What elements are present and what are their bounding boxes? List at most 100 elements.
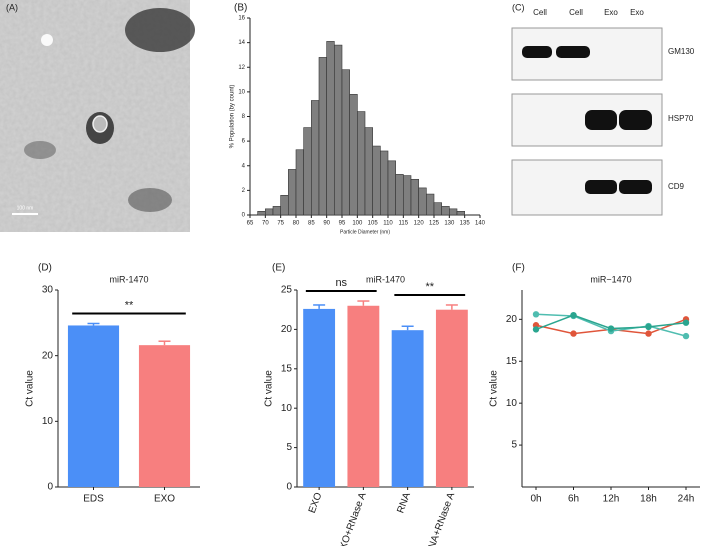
- chart-title: miR−1470: [590, 274, 631, 284]
- bar: [387, 160, 396, 216]
- bar: [418, 187, 427, 216]
- bar: [395, 174, 404, 216]
- y-tick-label: 20: [506, 314, 518, 325]
- point: [607, 325, 615, 332]
- y-tick-label: 0: [242, 213, 246, 219]
- y-tick-label: 10: [281, 403, 293, 414]
- x-tick-label: 110: [383, 221, 393, 227]
- chart-title: miR-1470: [366, 274, 405, 284]
- bar: [288, 169, 297, 216]
- bar: [433, 202, 442, 216]
- bar: [364, 127, 373, 216]
- y-tick-label: 0: [286, 482, 292, 493]
- x-tick-label: 12h: [603, 494, 620, 505]
- point: [570, 311, 577, 319]
- bar: [138, 345, 191, 487]
- y-axis-label: Ct value: [264, 370, 275, 407]
- bar: [456, 211, 465, 216]
- x-tick-label: EDS: [83, 494, 104, 505]
- y-tick-label: 10: [506, 398, 518, 409]
- bar: [435, 309, 468, 487]
- x-tick-label: 18h: [640, 494, 657, 505]
- blot: [511, 159, 663, 216]
- bar: [280, 195, 289, 216]
- bar: [311, 100, 320, 216]
- panel-label: (A): [6, 2, 18, 12]
- significance-label: **: [125, 299, 134, 311]
- x-tick-label: 95: [339, 221, 346, 227]
- y-tick-label: 0: [47, 482, 53, 493]
- bar: [272, 206, 281, 216]
- y-tick-label: 4: [242, 163, 246, 169]
- y-tick-label: 15: [281, 363, 293, 374]
- y-tick-label: 6: [242, 139, 246, 145]
- y-axis-label: Ct value: [489, 370, 500, 407]
- x-tick-label: 85: [308, 221, 315, 227]
- x-tick-label: RNA: [395, 491, 413, 515]
- y-tick-label: 10: [42, 416, 54, 427]
- bar: [265, 208, 274, 216]
- panel-label: (C): [512, 2, 525, 12]
- x-tick-label: 90: [323, 221, 330, 227]
- y-tick-label: 20: [42, 350, 54, 361]
- lane-label: Exo: [604, 8, 618, 17]
- y-tick-label: 12: [238, 65, 245, 71]
- lane-label: Cell: [533, 8, 547, 17]
- bar: [357, 111, 366, 216]
- x-tick-label: RNA+RNase A: [424, 491, 457, 546]
- bar: [67, 325, 120, 487]
- chart-title: miR-1470: [109, 274, 148, 284]
- x-tick-label: 105: [368, 221, 379, 227]
- bar: [380, 150, 389, 216]
- bar: [334, 44, 343, 216]
- bar: [318, 57, 327, 216]
- x-tick-label: 6h: [568, 494, 579, 505]
- bar: [349, 94, 358, 216]
- x-axis-label: Particle Diameter (nm): [340, 229, 390, 235]
- x-tick-label: 100: [352, 221, 363, 227]
- x-tick-label: EXO+RNase A: [336, 491, 369, 546]
- x-tick-label: 115: [399, 221, 409, 227]
- bar: [441, 206, 450, 216]
- x-tick-label: 80: [293, 221, 300, 227]
- bar: [347, 305, 380, 487]
- bar: [341, 69, 350, 216]
- y-tick-label: 14: [238, 40, 245, 46]
- point: [532, 326, 540, 333]
- x-tick-label: 0h: [530, 494, 541, 505]
- x-tick-label: 130: [444, 221, 455, 227]
- blot-label: GM130: [668, 47, 695, 56]
- panel-label: (E): [272, 263, 285, 274]
- y-tick-label: 30: [42, 285, 54, 296]
- y-tick-label: 20: [281, 324, 293, 335]
- point: [682, 319, 690, 326]
- blot-label: HSP70: [668, 114, 694, 123]
- point: [570, 330, 577, 337]
- bar: [449, 208, 458, 216]
- blot-label: CD9: [668, 182, 685, 191]
- point: [682, 332, 690, 340]
- x-tick-label: EXO: [307, 491, 325, 515]
- y-tick-label: 15: [506, 356, 518, 367]
- x-tick-label: 24h: [678, 494, 695, 505]
- bar: [426, 193, 435, 216]
- point: [645, 323, 652, 331]
- panel-label: (B): [234, 3, 247, 14]
- x-tick-label: 125: [429, 221, 440, 227]
- x-tick-label: 75: [277, 221, 284, 227]
- bar: [391, 330, 424, 487]
- bar: [303, 308, 336, 487]
- y-tick-label: 10: [238, 89, 245, 95]
- tem-image: 100 nm: [0, 0, 195, 232]
- y-tick-label: 16: [238, 16, 245, 22]
- blot: [511, 93, 663, 147]
- x-tick-label: 135: [460, 221, 471, 227]
- panel-label: (D): [38, 263, 52, 274]
- bar: [295, 149, 304, 216]
- point: [532, 311, 540, 318]
- bar: [257, 211, 266, 216]
- bar: [372, 145, 381, 216]
- lane-label: Cell: [569, 8, 583, 17]
